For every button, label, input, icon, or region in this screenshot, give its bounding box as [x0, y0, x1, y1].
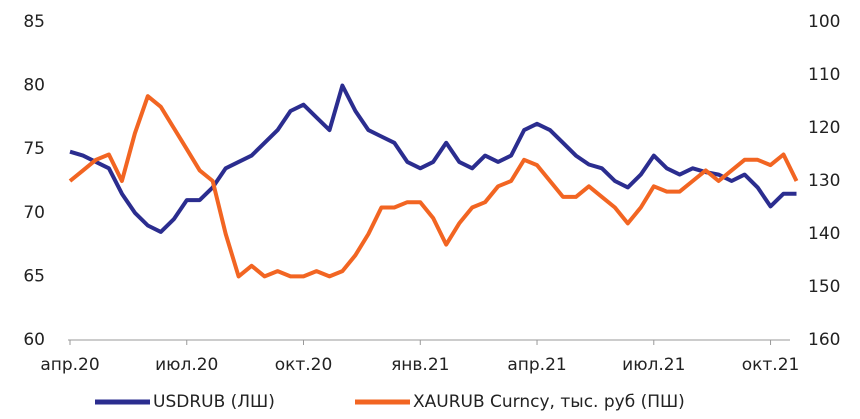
x-tick-label: окт.20	[275, 355, 333, 375]
x-tick-label: янв.21	[391, 355, 449, 375]
x-tick-label: июл.21	[622, 355, 685, 375]
y2-tick-label: 160	[808, 330, 840, 350]
y-tick-label: 80	[23, 76, 45, 96]
legend-label: XAURUB Curncy, тыс. руб (ПШ)	[413, 392, 685, 412]
y-tick-label: 60	[23, 330, 45, 350]
line-series	[68, 94, 799, 279]
y2-tick-label: 110	[808, 65, 840, 85]
y-tick-label: 75	[23, 139, 45, 159]
line-series	[69, 83, 797, 234]
legend-label: USDRUB (ЛШ)	[153, 392, 275, 412]
y2-tick-label: 150	[808, 277, 840, 297]
x-tick-label: окт.21	[742, 355, 800, 375]
y2-tick-label: 120	[808, 118, 840, 138]
y2-tick-label: 100	[808, 12, 840, 32]
x-tick-label: апр.21	[507, 355, 566, 375]
y2-tick-label: 140	[808, 224, 840, 244]
y2-tick-label: 130	[808, 171, 840, 191]
y-tick-label: 70	[23, 203, 45, 223]
y-tick-label: 85	[23, 12, 45, 32]
x-tick-label: апр.20	[40, 355, 99, 375]
y-tick-label: 65	[23, 266, 45, 286]
x-tick-label: июл.20	[155, 355, 218, 375]
